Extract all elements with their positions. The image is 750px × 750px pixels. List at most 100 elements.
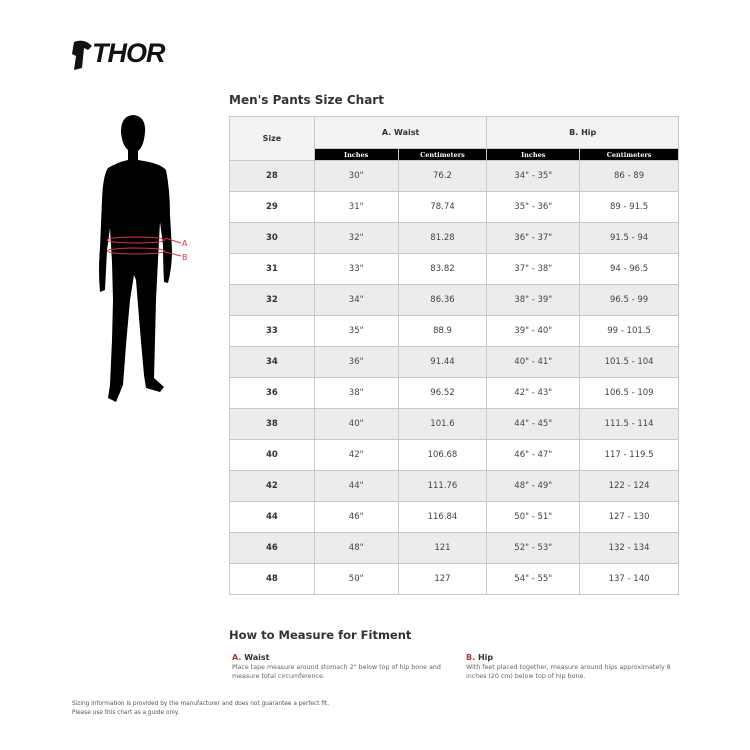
table-cell: 86 - 89 [579,160,679,192]
table-row: 48 50" 127 54" - 55" 137 - 140 [229,563,679,595]
table-cell: 83.82 [397,253,488,285]
table-cell: 101.6 [397,408,488,440]
table-cell: 37" - 38" [486,253,581,285]
subheader: Inches [486,148,581,161]
table-cell: 36" - 37" [486,222,581,254]
table-cell: 35" - 36" [486,191,581,223]
table-cell: 122 - 124 [579,470,679,502]
subheader: Centimeters [397,148,488,161]
table-cell: 78.74 [397,191,488,223]
table-cell: 35" [313,315,399,347]
table-cell: 76.2 [397,160,488,192]
table-cell: 121 [397,532,488,564]
table-cell: 40" - 41" [486,346,581,378]
table-cell: 132 - 134 [579,532,679,564]
label-a: A [182,239,188,248]
size-cell: 30 [229,222,315,254]
table-cell: 116.84 [397,501,488,533]
size-header: Size [229,116,315,161]
size-cell: 31 [229,253,315,285]
table-cell: 40" [313,408,399,440]
table-cell: 30" [313,160,399,192]
table-cell: 44" [313,470,399,502]
table-cell: 52" - 53" [486,532,581,564]
table-cell: 137 - 140 [579,563,679,595]
table-cell: 89 - 91.5 [579,191,679,223]
measure-waist: A. Waist Place tape measure around stoma… [232,653,441,680]
table-cell: 42" [313,439,399,471]
table-cell: 106.68 [397,439,488,471]
table-cell: 99 - 101.5 [579,315,679,347]
thor-logo: THOR [70,38,180,72]
table-cell: 50" - 51" [486,501,581,533]
label-b: B [182,253,188,262]
page-title: Men's Pants Size Chart [229,93,384,107]
table-row: 38 40" 101.6 44" - 45" 111.5 - 114 [229,408,679,440]
table-cell: 42" - 43" [486,377,581,409]
size-cell: 32 [229,284,315,316]
table-row: 34 36" 91.44 40" - 41" 101.5 - 104 [229,346,679,378]
size-cell: 34 [229,346,315,378]
table-cell: 101.5 - 104 [579,346,679,378]
table-cell: 127 [397,563,488,595]
table-row: 46 48" 121 52" - 53" 132 - 134 [229,532,679,564]
table-cell: 46" - 47" [486,439,581,471]
table-cell: 127 - 130 [579,501,679,533]
table-row: 32 34" 86.36 38" - 39" 96.5 - 99 [229,284,679,316]
table-cell: 38" - 39" [486,284,581,316]
size-cell: 42 [229,470,315,502]
table-cell: 81.28 [397,222,488,254]
howto-title: How to Measure for Fitment [229,628,412,642]
table-cell: 111.76 [397,470,488,502]
table-cell: 54" - 55" [486,563,581,595]
table-cell: 31" [313,191,399,223]
table-row: 28 30" 76.2 34" - 35" 86 - 89 [229,160,679,192]
size-cell: 36 [229,377,315,409]
size-chart-table: Size A. Waist B. Hip Inches Centimeters … [229,116,679,595]
helmet-icon [72,40,92,70]
disclaimer: Sizing information is provided by the ma… [72,701,330,716]
table-cell: 44" - 45" [486,408,581,440]
table-row: 29 31" 78.74 35" - 36" 89 - 91.5 [229,191,679,223]
size-cell: 38 [229,408,315,440]
table-cell: 50" [313,563,399,595]
table-row: 42 44" 111.76 48" - 49" 122 - 124 [229,470,679,502]
table-row: 40 42" 106.68 46" - 47" 117 - 119.5 [229,439,679,471]
table-cell: 117 - 119.5 [579,439,679,471]
table-cell: 96.5 - 99 [579,284,679,316]
table-cell: 46" [313,501,399,533]
measure-hip: B. Hip With feet placed together, measur… [466,653,671,680]
table-row: 31 33" 83.82 37" - 38" 94 - 96.5 [229,253,679,285]
measure-lines [106,236,182,257]
table-cell: 39" - 40" [486,315,581,347]
size-cell: 48 [229,563,315,595]
table-row: 30 32" 81.28 36" - 37" 91.5 - 94 [229,222,679,254]
table-cell: 36" [313,346,399,378]
table-cell: 91.44 [397,346,488,378]
size-cell: 29 [229,191,315,223]
table-cell: 94 - 96.5 [579,253,679,285]
waist-header: A. Waist [313,116,488,149]
size-cell: 40 [229,439,315,471]
table-cell: 48" [313,532,399,564]
subheader: Inches [313,148,399,161]
size-cell: 44 [229,501,315,533]
table-cell: 33" [313,253,399,285]
table-cell: 91.5 - 94 [579,222,679,254]
size-cell: 46 [229,532,315,564]
table-cell: 111.5 - 114 [579,408,679,440]
size-cell: 33 [229,315,315,347]
table-cell: 86.36 [397,284,488,316]
size-cell: 28 [229,160,315,192]
table-cell: 34" - 35" [486,160,581,192]
table-cell: 32" [313,222,399,254]
hip-header: B. Hip [486,116,679,149]
body-silhouette: A B [99,115,188,402]
table-cell: 106.5 - 109 [579,377,679,409]
table-cell: 88.9 [397,315,488,347]
table-cell: 34" [313,284,399,316]
table-row: 44 46" 116.84 50" - 51" 127 - 130 [229,501,679,533]
table-row: 36 38" 96.52 42" - 43" 106.5 - 109 [229,377,679,409]
table-cell: 96.52 [397,377,488,409]
table-row: 33 35" 88.9 39" - 40" 99 - 101.5 [229,315,679,347]
